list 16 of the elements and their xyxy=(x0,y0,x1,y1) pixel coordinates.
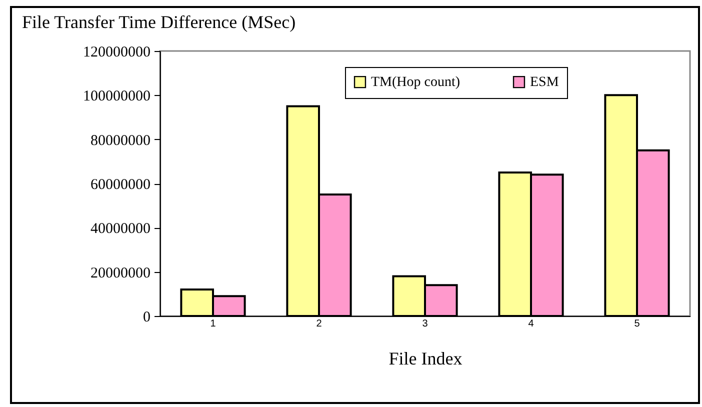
y-tick-label: 100000000 xyxy=(83,88,150,105)
x-axis-title: File Index xyxy=(388,348,462,368)
x-tick-label: 4 xyxy=(528,318,534,330)
chart-title: File Transfer Time Difference (MSec) xyxy=(22,12,296,32)
x-tick-label: 1 xyxy=(210,318,216,330)
legend-label: ESM xyxy=(530,75,560,90)
y-tick-label: 80000000 xyxy=(90,132,150,149)
y-tick-label: 40000000 xyxy=(90,221,150,238)
x-tick-label: 5 xyxy=(634,318,640,330)
x-tick-label: 2 xyxy=(316,318,322,330)
y-tick-label: 0 xyxy=(143,310,150,326)
y-tick-label: 20000000 xyxy=(90,265,150,282)
y-tick-label: 120000000 xyxy=(83,44,150,60)
legend-label: TM(Hop count) xyxy=(371,75,460,90)
y-tick-label: 60000000 xyxy=(90,177,150,193)
x-tick-label: 3 xyxy=(422,318,428,330)
